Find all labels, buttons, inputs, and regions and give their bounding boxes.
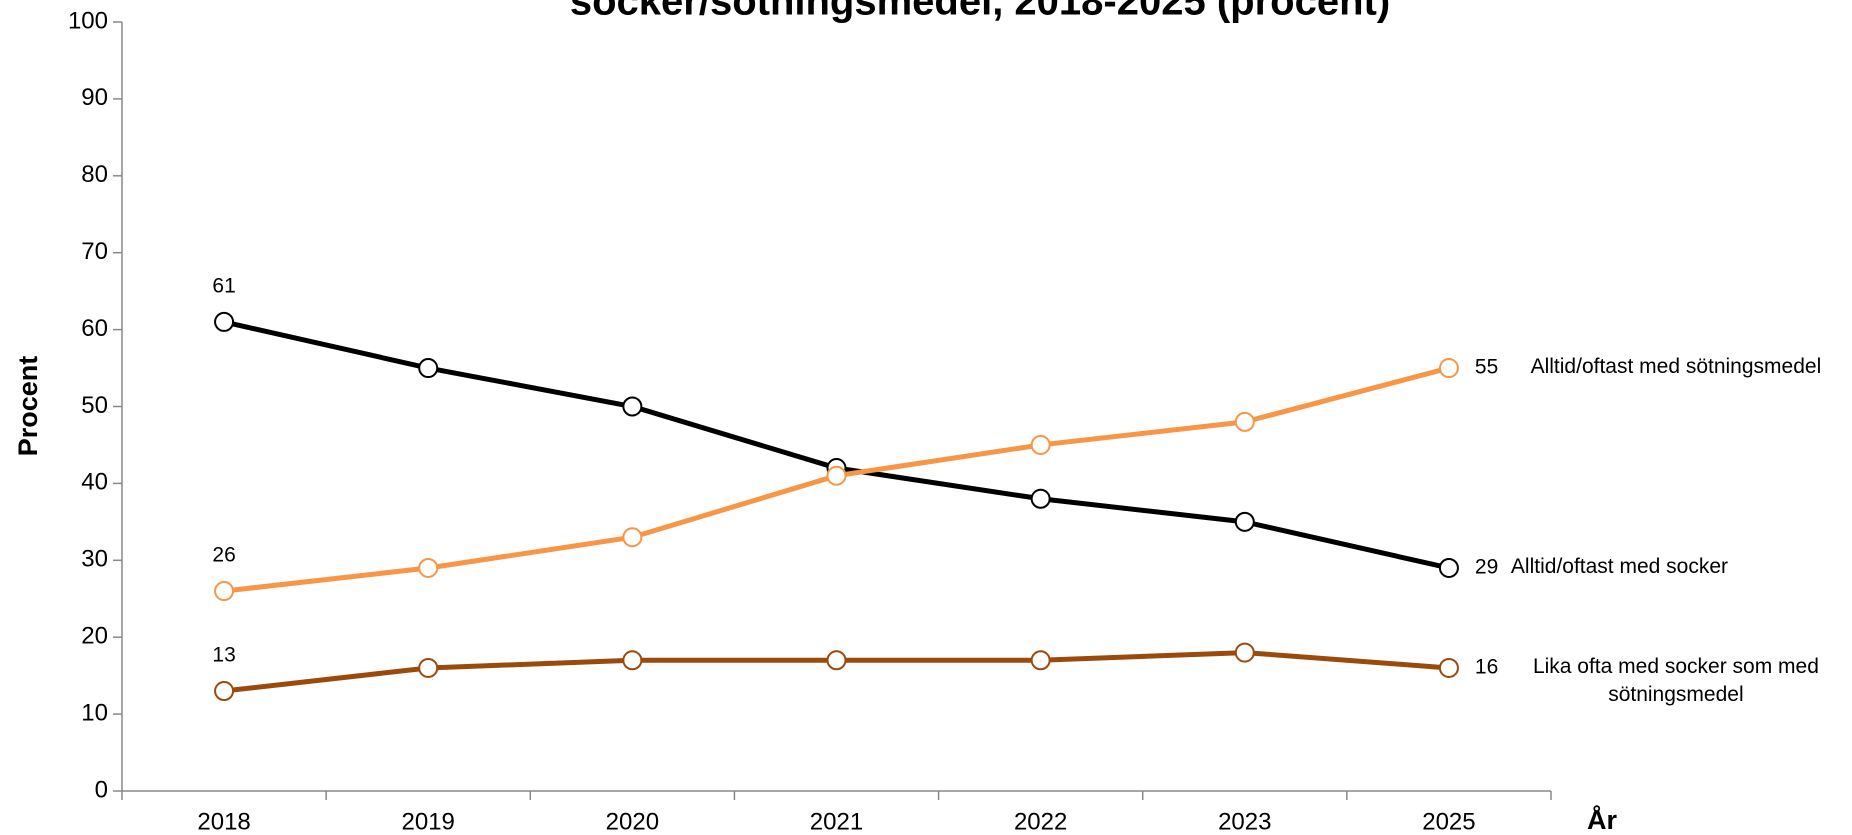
x-tick-label: 2022 [1014, 808, 1067, 835]
point-marker [1234, 642, 1255, 663]
series-line [223, 319, 1450, 571]
y-tick-label: 50 [81, 392, 108, 419]
x-tick-label: 2021 [810, 808, 863, 835]
point-marker [1438, 657, 1459, 678]
x-axis-label: År [1587, 804, 1617, 835]
point-marker [1030, 650, 1051, 671]
point-marker [622, 527, 643, 548]
y-tick-label: 30 [81, 546, 108, 573]
x-tick-label: 2020 [606, 808, 659, 835]
y-tick-label: 10 [81, 699, 108, 726]
x-tick-label: 2018 [197, 808, 250, 835]
point-marker [418, 358, 439, 379]
point-marker [826, 650, 847, 671]
point-marker [1030, 434, 1051, 455]
data-label: 16 [1475, 656, 1498, 679]
point-marker [1030, 488, 1051, 509]
data-label: 13 [212, 644, 235, 667]
point-marker [622, 396, 643, 417]
point-marker [418, 657, 439, 678]
series-label: Lika ofta med socker som med sötningsmed… [1532, 654, 1819, 706]
y-tick-label: 40 [81, 469, 108, 496]
data-label: 61 [212, 274, 235, 297]
data-label: 55 [1475, 356, 1498, 379]
point-marker [622, 650, 643, 671]
y-tick-label: 100 [68, 7, 108, 34]
point-marker [1234, 511, 1255, 532]
y-tick-label: 60 [81, 315, 108, 342]
point-marker [418, 557, 439, 578]
y-tick-label: 80 [81, 161, 108, 188]
point-marker [1438, 358, 1459, 379]
series-label: Alltid/oftast med socker [1510, 554, 1729, 578]
y-tick-label: 20 [81, 623, 108, 650]
data-label: 29 [1475, 556, 1498, 579]
series-label: Alltid/oftast med sötningsmedel [1530, 355, 1822, 379]
y-axis-label: Procent [13, 356, 43, 457]
x-tick-label: 2019 [402, 808, 455, 835]
point-marker [1234, 411, 1255, 432]
x-tick-label: 2025 [1422, 808, 1475, 835]
point-marker [826, 465, 847, 486]
data-label: 26 [212, 544, 235, 567]
y-tick-label: 0 [95, 776, 108, 803]
point-marker [214, 681, 235, 702]
y-tick-label: 90 [81, 84, 108, 111]
x-tick-label: 2023 [1218, 808, 1271, 835]
chart-title: socker/sötningsmedel, 2018-2025 (procent… [570, 0, 1390, 24]
point-marker [1438, 557, 1459, 578]
point-marker [214, 311, 235, 332]
point-marker [214, 581, 235, 602]
y-tick-label: 70 [81, 238, 108, 265]
